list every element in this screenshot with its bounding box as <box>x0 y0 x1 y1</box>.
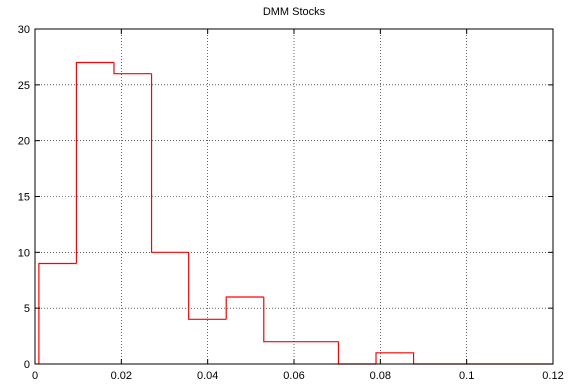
y-axis: 0 5 10 15 20 25 30 <box>18 24 553 371</box>
x-tick-label: 0.1 <box>459 370 474 382</box>
histogram-bar <box>150 73 189 253</box>
grid <box>35 29 553 364</box>
histogram-bar <box>263 297 302 343</box>
x-tick-label: 0.06 <box>283 370 304 382</box>
histogram-bar <box>113 62 152 75</box>
y-tick-label: 0 <box>24 359 30 371</box>
chart-title: DMM Stocks <box>263 6 326 18</box>
y-tick-label: 10 <box>18 247 30 259</box>
y-tick-label: 5 <box>24 303 30 315</box>
histogram-series <box>38 61 553 365</box>
y-tick-label: 30 <box>18 24 30 36</box>
y-tick-label: 20 <box>18 136 30 148</box>
y-tick-label: 25 <box>18 80 30 92</box>
histogram-bar <box>225 296 264 320</box>
histogram-bar <box>375 352 415 364</box>
histogram-bar <box>188 252 227 320</box>
x-tick-label: 0.02 <box>111 370 132 382</box>
x-axis: 0 0.02 0.04 0.06 0.08 0.1 0.12 <box>32 29 564 382</box>
x-tick-label: 0.12 <box>542 370 563 382</box>
y-tick-label: 15 <box>18 192 30 204</box>
x-tick-label: 0.04 <box>197 370 218 382</box>
x-tick-label: 0 <box>32 370 38 382</box>
histogram-bar <box>38 262 77 364</box>
histogram-bar <box>337 341 377 365</box>
histogram-bar <box>75 61 114 264</box>
x-tick-label: 0.08 <box>370 370 391 382</box>
